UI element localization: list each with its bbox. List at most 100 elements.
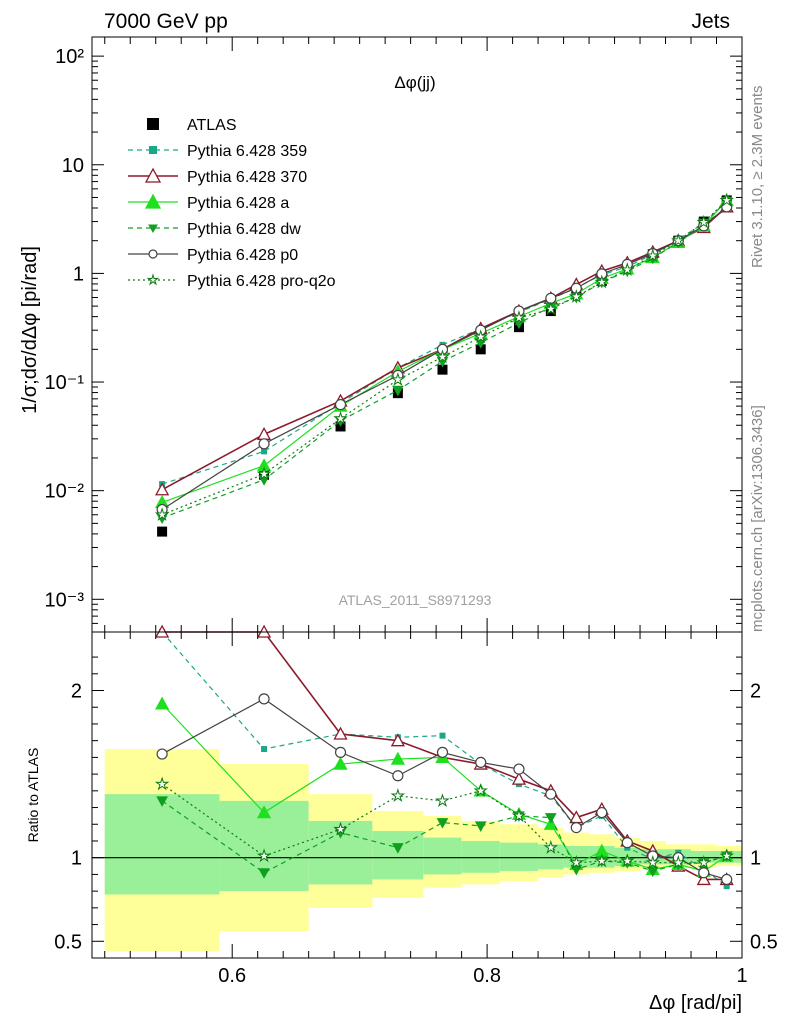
ratio-point-pq2o <box>569 855 584 869</box>
series-pq2o <box>154 192 734 521</box>
data-point-pq2o <box>511 310 527 325</box>
data-point-pq2o <box>594 274 610 289</box>
y-tick-label-main: 10⁻³ <box>45 589 85 611</box>
y-axis-label-ratio: Ratio to ATLAS <box>25 748 41 843</box>
legend-label-p370: Pythia 6.428 370 <box>187 169 307 186</box>
data-point-atlas <box>475 344 486 355</box>
x-axis-label: Δφ [rad/pi] <box>649 992 742 1014</box>
legend-marker-pdw <box>148 224 158 234</box>
y-tick-label-main: 10⁻¹ <box>45 372 85 394</box>
band-stat <box>104 794 220 895</box>
ratio-frame <box>91 631 743 959</box>
ratio-point-pa <box>333 756 348 770</box>
ratio-point-pq2o <box>256 848 272 863</box>
data-point-pq2o <box>333 411 348 425</box>
ratio-point-pq2o <box>543 840 559 854</box>
ratio-point-pdw <box>156 796 168 807</box>
band-stat <box>499 842 539 872</box>
ratio-point-pdw <box>646 866 659 878</box>
y-tick-label-main: 1 <box>73 263 84 285</box>
ratio-point-p370 <box>333 726 348 740</box>
data-point-pq2o <box>645 248 661 263</box>
ratio-point-pa <box>155 696 170 710</box>
data-point-pq2o <box>473 329 489 344</box>
ratio-point-pq2o <box>696 855 712 869</box>
ratio-series-pp0 <box>156 693 733 886</box>
ratio-point-p359 <box>723 883 730 890</box>
band-stat <box>423 837 462 875</box>
ratio-point-pq2o <box>435 793 450 808</box>
x-tick-label: 0.8 <box>473 965 501 987</box>
ratio-point-pp0 <box>475 756 487 769</box>
ratio-y-tick-label: 1 <box>71 848 82 870</box>
ratio-point-pa <box>543 816 558 830</box>
ratio-y-tick-label-right: 1 <box>750 848 761 870</box>
legend-label-pp0: Pythia 6.428 p0 <box>187 247 298 264</box>
y-tick-label-main: 10⁻² <box>45 481 85 503</box>
ratio-point-p370 <box>696 872 711 886</box>
side-label-bottom: mcplots.cern.ch [arXiv:1306.3436] <box>749 405 766 632</box>
data-point-pdw <box>258 475 270 486</box>
ratio-point-pp0 <box>545 788 557 800</box>
ratio-point-pp0 <box>570 821 582 834</box>
x-tick-label: 1 <box>736 965 747 987</box>
legend-label-pa: Pythia 6.428 a <box>187 195 289 212</box>
data-point-pq2o <box>696 214 712 229</box>
legend-marker-pq2o <box>146 273 160 286</box>
legend-marker-atlas <box>147 118 159 130</box>
data-point-pq2o <box>569 289 584 303</box>
ratio-point-pq2o <box>473 783 489 798</box>
data-point-pq2o <box>620 262 635 276</box>
ratio-point-p359 <box>439 732 446 739</box>
band-stat <box>461 840 500 873</box>
y-axis-label-main: 1/σ;dσ/dΔφ [pi/rad] <box>19 246 41 414</box>
ratio-point-pdw <box>544 813 557 824</box>
chart-title: Δφ(jj) <box>394 73 435 92</box>
ratio-point-pdw <box>474 821 487 832</box>
data-point-pq2o <box>154 507 170 521</box>
ratio-point-pq2o <box>390 788 406 803</box>
chart-watermark: ATLAS_2011_S8971293 <box>339 592 492 608</box>
ratio-point-p359 <box>261 746 268 753</box>
ratio-point-pp0 <box>513 763 525 775</box>
ratio-point-pp0 <box>334 746 347 758</box>
ratio-point-pq2o <box>594 853 610 868</box>
ratio-point-pdw <box>392 843 404 854</box>
data-point-pq2o <box>719 192 734 207</box>
legend-label-pq2o: Pythia 6.428 pro-q2o <box>187 273 336 290</box>
ratio-point-p370 <box>511 771 527 785</box>
side-label-top: Rivet 3.1.10, ≥ 2.3M events <box>749 86 766 269</box>
data-point-atlas <box>157 526 168 537</box>
ratio-point-pdw <box>258 868 270 879</box>
legend-marker-pa <box>144 193 162 209</box>
ratio-point-pa <box>256 805 272 819</box>
data-point-pq2o <box>256 466 272 481</box>
ratio-y-tick-label: 0.5 <box>54 931 82 953</box>
ratio-series-pq2o <box>154 776 734 869</box>
ratio-point-pp0 <box>621 837 633 849</box>
ratio-line-pdw <box>161 800 727 874</box>
ratio-point-pp0 <box>258 693 270 705</box>
data-point-pq2o <box>390 372 406 386</box>
ratio-point-pdw <box>436 818 449 829</box>
ratio-point-pq2o <box>645 855 661 869</box>
ratio-y-tick-label-right: 0.5 <box>750 931 778 953</box>
legend-marker-p359 <box>149 146 157 154</box>
header-left: 7000 GeV pp <box>104 10 228 33</box>
ratio-point-pp0 <box>392 770 404 782</box>
ratio-y-tick-label: 2 <box>71 681 82 703</box>
legend-label-atlas: ATLAS <box>187 117 237 134</box>
ratio-point-pq2o <box>154 776 170 791</box>
y-tick-label-main: 10² <box>55 46 84 68</box>
data-point-pp0 <box>258 438 270 450</box>
ratio-point-pa <box>390 751 405 765</box>
legend-marker-pp0 <box>148 249 158 259</box>
ratio-point-pq2o <box>511 808 527 823</box>
ratio-line-pq2o <box>161 783 727 864</box>
ratio-point-pp0 <box>721 873 733 886</box>
band-stat <box>372 830 424 880</box>
ratio-point-pq2o <box>333 821 348 836</box>
x-tick-label: 0.6 <box>218 965 246 987</box>
data-point-pq2o <box>670 233 686 247</box>
